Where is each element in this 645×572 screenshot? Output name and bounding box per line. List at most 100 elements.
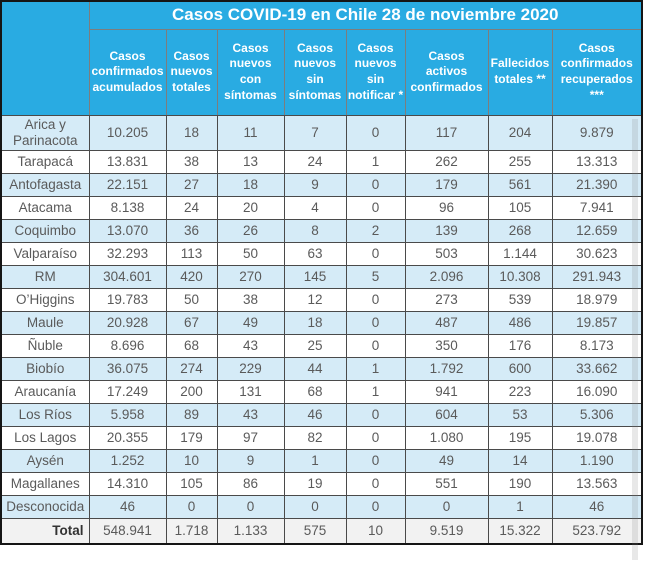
value-cell: 68 (283, 379, 347, 404)
value-cell: 50 (216, 241, 285, 266)
value-cell: 24 (165, 195, 218, 220)
value-cell: 561 (487, 172, 553, 197)
value-cell: 105 (165, 471, 218, 496)
value-cell: 86 (216, 471, 285, 496)
value-cell: 117 (404, 114, 489, 151)
value-cell: 16.090 (551, 379, 643, 404)
total-value-cell: 548.941 (88, 517, 167, 545)
table-row: Valparaíso 32.293 113 50 63 0 503 1.144 30.623 (0, 241, 643, 266)
value-cell: 21.390 (551, 172, 643, 197)
value-cell: 46 (551, 494, 643, 519)
value-cell: 20 (216, 195, 285, 220)
value-cell: 49 (404, 448, 489, 473)
value-cell: 941 (404, 379, 489, 404)
value-cell: 0 (283, 494, 347, 519)
value-cell: 262 (404, 149, 489, 174)
value-cell: 350 (404, 333, 489, 358)
covid-cases-table: Casos COVID-19 en Chile 28 de noviembre … (0, 0, 643, 546)
column-header-row: Casos confirmados acumulados Casos nuevos… (1, 28, 643, 116)
region-cell: Tarapacá (0, 149, 90, 174)
value-cell: 8.696 (88, 333, 167, 358)
region-cell: Magallanes (0, 471, 90, 496)
total-value-cell: 523.792 (551, 517, 643, 545)
value-cell: 1.252 (88, 448, 167, 473)
value-cell: 274 (165, 356, 218, 381)
column-header: Casos confirmados recuperados *** (551, 28, 643, 116)
total-value-cell: 1.133 (216, 517, 285, 545)
value-cell: 0 (165, 494, 218, 519)
table-row: Antofagasta 22.151 27 18 9 0 179 561 21.390 (0, 172, 643, 197)
value-cell: 539 (487, 287, 553, 312)
value-cell: 0 (216, 494, 285, 519)
region-cell: Arica y Parinacota (0, 114, 90, 151)
value-cell: 67 (165, 310, 218, 335)
region-cell: Ñuble (0, 333, 90, 358)
table-row: Ñuble 8.696 68 43 25 0 350 176 8.173 (0, 333, 643, 358)
column-header: Casos nuevos con síntomas (216, 28, 285, 116)
value-cell: 96 (404, 195, 489, 220)
value-cell: 304.601 (88, 264, 167, 289)
value-cell: 291.943 (551, 264, 643, 289)
value-cell: 68 (165, 333, 218, 358)
value-cell: 9 (283, 172, 347, 197)
value-cell: 551 (404, 471, 489, 496)
value-cell: 44 (283, 356, 347, 381)
value-cell: 0 (345, 402, 406, 427)
value-cell: 8 (283, 218, 347, 243)
region-cell: Antofagasta (0, 172, 90, 197)
value-cell: 0 (345, 471, 406, 496)
value-cell: 420 (165, 264, 218, 289)
value-cell: 50 (165, 287, 218, 312)
value-cell: 145 (283, 264, 347, 289)
value-cell: 82 (283, 425, 347, 450)
value-cell: 14 (487, 448, 553, 473)
value-cell: 10.308 (487, 264, 553, 289)
value-cell: 18 (283, 310, 347, 335)
value-cell: 270 (216, 264, 285, 289)
value-cell: 12.659 (551, 218, 643, 243)
column-header: Casos nuevos sin notificar * (345, 28, 406, 116)
value-cell: 1 (345, 379, 406, 404)
value-cell: 46 (88, 494, 167, 519)
value-cell: 486 (487, 310, 553, 335)
table-row: Araucanía 17.249 200 131 68 1 941 223 16.090 (0, 379, 643, 404)
value-cell: 14.310 (88, 471, 167, 496)
value-cell: 5.958 (88, 402, 167, 427)
value-cell: 13 (216, 149, 285, 174)
value-cell: 38 (216, 287, 285, 312)
value-cell: 255 (487, 149, 553, 174)
table-row: O’Higgins 19.783 50 38 12 0 273 539 18.979 (0, 287, 643, 312)
title-row: Casos COVID-19 en Chile 28 de noviembre … (1, 1, 642, 116)
value-cell: 503 (404, 241, 489, 266)
region-cell: Los Lagos (0, 425, 90, 450)
value-cell: 11 (216, 114, 285, 151)
value-cell: 19.783 (88, 287, 167, 312)
table-row: Tarapacá 13.831 38 13 24 1 262 255 13.313 (0, 149, 643, 174)
value-cell: 204 (487, 114, 553, 151)
vertical-scrollbar[interactable] (632, 119, 638, 560)
value-cell: 1.144 (487, 241, 553, 266)
value-cell: 190 (487, 471, 553, 496)
table-row: Coquimbo 13.070 36 26 8 2 139 268 12.659 (0, 218, 643, 243)
value-cell: 22.151 (88, 172, 167, 197)
value-cell: 1 (345, 356, 406, 381)
value-cell: 10 (165, 448, 218, 473)
value-cell: 0 (345, 494, 406, 519)
total-row: Total 548.941 1.718 1.133 575 10 9.519 15.322 52… (0, 517, 643, 545)
value-cell: 97 (216, 425, 285, 450)
value-cell: 0 (345, 114, 406, 151)
total-value-cell: 15.322 (487, 517, 553, 545)
value-cell: 229 (216, 356, 285, 381)
value-cell: 7 (283, 114, 347, 151)
value-cell: 18.979 (551, 287, 643, 312)
value-cell: 1.190 (551, 448, 643, 473)
value-cell: 5 (345, 264, 406, 289)
value-cell: 4 (283, 195, 347, 220)
value-cell: 18 (165, 114, 218, 151)
value-cell: 139 (404, 218, 489, 243)
region-cell: Valparaíso (0, 241, 90, 266)
column-header: Fallecidos totales ** (487, 28, 553, 116)
value-cell: 89 (165, 402, 218, 427)
value-cell: 20.928 (88, 310, 167, 335)
